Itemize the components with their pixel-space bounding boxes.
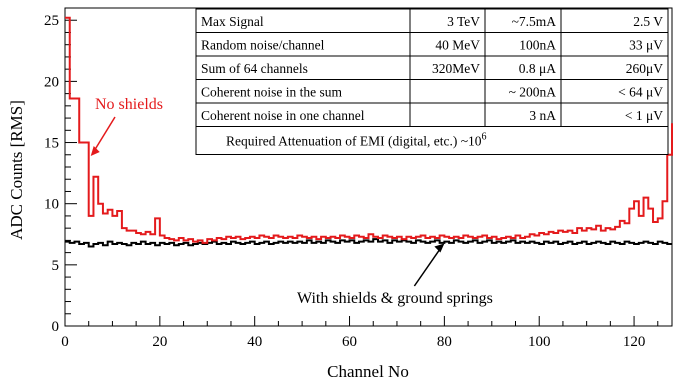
table-cell: < 64 μV	[618, 85, 663, 100]
series-layer	[65, 16, 673, 248]
axes: 0 20 40 60 80 100 120 0 5 10 15 20 25	[44, 7, 673, 350]
table-footer: Required Attenuation of EMI (digital, et…	[226, 132, 487, 149]
y-tick-label: 10	[44, 197, 59, 213]
x-tick-label: 40	[247, 334, 262, 350]
annotations: No shields With shields & ground springs	[90, 96, 493, 307]
series-line-1	[65, 238, 672, 248]
table-cell: 3 nA	[529, 108, 556, 123]
table-cell: Random noise/channel	[201, 38, 325, 53]
x-tick-label: 0	[61, 334, 69, 350]
x-axis-title: Channel No	[327, 362, 409, 381]
table-cell: Max Signal	[201, 14, 264, 29]
series-line-0	[65, 16, 673, 244]
x-tick-label: 120	[623, 334, 646, 350]
table-footer-text: Required Attenuation of EMI (digital, et…	[226, 134, 482, 149]
x-tick-label: 80	[437, 334, 452, 350]
x-tick-label: 60	[342, 334, 357, 350]
table-cell: Coherent noise in the sum	[201, 85, 342, 100]
y-tick-label: 5	[52, 258, 60, 274]
info-table: Max Signal 3 TeV ~7.5mA 2.5 V Random noise/c…	[195, 8, 669, 155]
table-cell: 0.8 μA	[519, 61, 556, 76]
table-cell: 100nA	[519, 38, 556, 53]
table-cell: Coherent noise in one channel	[201, 108, 365, 123]
annotation-arrowhead	[434, 243, 445, 253]
annotation-arrow-shaft	[413, 248, 441, 287]
table-cell: 260μV	[626, 61, 663, 76]
y-tick-label: 20	[44, 74, 59, 90]
table-cell: ~ 200nA	[509, 85, 557, 100]
table-frame	[195, 8, 669, 155]
table-cell: 40 MeV	[435, 38, 480, 53]
annotation-arrow-shaft	[94, 116, 116, 151]
annotation-with-shields: With shields & ground springs	[297, 290, 493, 307]
y-tick-label: 0	[52, 319, 60, 335]
table-cell: < 1 μV	[625, 108, 663, 123]
table-footer-exponent: 6	[482, 132, 487, 143]
annotation-no-shields: No shields	[95, 96, 163, 113]
table-cell: ~7.5mA	[512, 14, 557, 29]
table-cell: Sum of 64 channels	[201, 61, 308, 76]
table-cell: 33 μV	[629, 38, 663, 53]
table-cell: 320MeV	[432, 61, 480, 76]
table-cell: 3 TeV	[447, 14, 480, 29]
x-tick-label: 20	[152, 334, 167, 350]
x-tick-label: 100	[528, 334, 551, 350]
y-tick-label: 15	[44, 136, 59, 152]
y-axis-title: ADC Counts [RMS]	[7, 100, 26, 240]
annotation-arrowhead	[90, 145, 100, 156]
y-tick-label: 25	[44, 13, 59, 29]
table-cell: 2.5 V	[633, 14, 663, 29]
